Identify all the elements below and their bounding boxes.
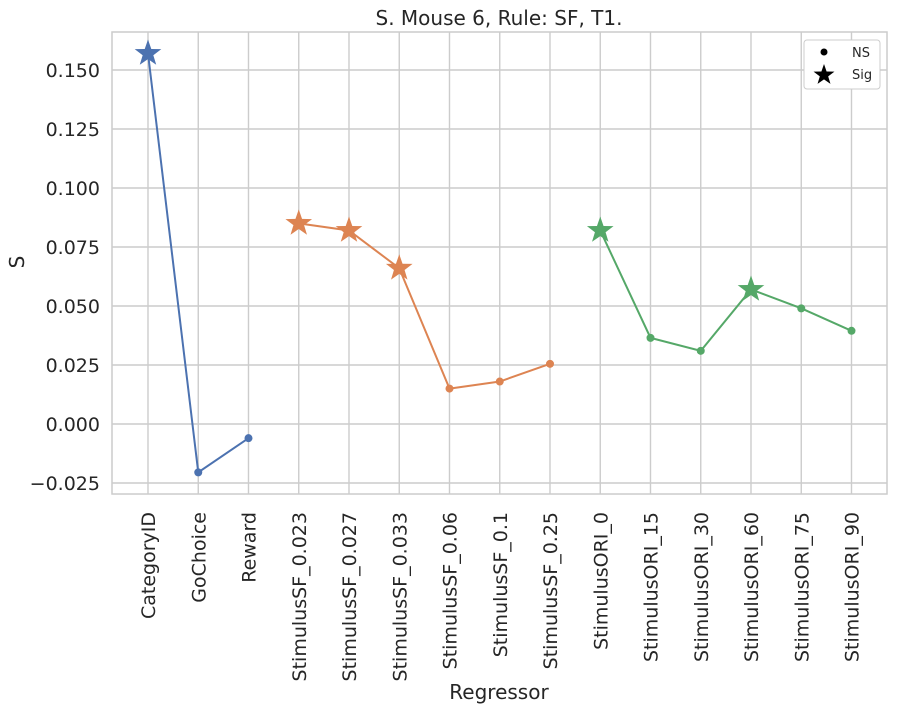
y-tick-label: −0.025 <box>30 473 100 495</box>
grid-lines <box>112 32 887 494</box>
legend-dot-icon <box>820 48 828 56</box>
ns-dot-marker <box>847 326 856 335</box>
x-axis-label: Regressor <box>449 680 549 704</box>
x-tick-label: StimulusORI_75 <box>791 512 813 662</box>
y-tick-label: 0.000 <box>46 414 100 436</box>
x-tick-label: StimulusORI_0 <box>590 512 612 650</box>
series-line <box>599 230 852 352</box>
ns-dot-marker <box>696 346 705 355</box>
ns-dot-marker <box>194 468 203 477</box>
ns-dot-marker <box>445 384 454 393</box>
sig-star-marker <box>737 275 765 301</box>
legend-star-icon <box>813 64 835 84</box>
x-tick-label: StimulusORI_30 <box>691 512 713 662</box>
ns-dot-marker <box>797 304 806 313</box>
y-axis-label: S <box>5 256 29 269</box>
x-tick-label: StimulusORI_90 <box>842 512 864 662</box>
ns-dot-marker <box>646 333 655 342</box>
series-layer <box>134 39 856 477</box>
sig-star-marker <box>285 209 313 235</box>
x-tick-label: StimulusSF_0.027 <box>339 512 361 681</box>
y-tick-label: 0.125 <box>46 119 100 141</box>
ns-dot-marker <box>546 359 554 368</box>
ns-dot-marker <box>244 434 253 443</box>
x-tick-label: GoChoice <box>188 512 210 603</box>
chart-title: S. Mouse 6, Rule: SF, T1. <box>376 6 623 30</box>
y-tick-label: 0.150 <box>46 60 100 82</box>
x-tick-label: StimulusSF_0.25 <box>540 512 562 669</box>
x-tick-label: CategoryID <box>138 512 160 619</box>
legend-label: NS <box>852 46 870 61</box>
y-tick-labels: −0.025 0.000 0.025 0.050 0.075 0.100 0.125 0.15… <box>30 60 100 495</box>
plot-frame <box>111 31 888 495</box>
y-tick-label: 0.050 <box>46 296 100 318</box>
legend-label: Sig <box>852 68 872 83</box>
y-tick-label: 0.025 <box>46 355 100 377</box>
sig-star-marker <box>586 216 614 242</box>
x-tick-label: StimulusORI_15 <box>641 512 663 662</box>
sig-star-marker <box>335 216 363 242</box>
y-tick-label: 0.100 <box>46 178 100 200</box>
legend: NS Sig <box>803 39 881 90</box>
x-tick-label: Reward <box>239 512 261 583</box>
x-tick-label: StimulusSF_0.1 <box>490 512 512 657</box>
x-tick-label: StimulusSF_0.033 <box>389 512 411 681</box>
y-tick-label: 0.075 <box>46 237 100 259</box>
x-tick-label: StimulusORI_60 <box>741 512 763 662</box>
sig-star-marker <box>134 39 162 65</box>
x-tick-label: StimulusSF_0.06 <box>440 512 462 669</box>
ns-dot-marker <box>495 377 504 386</box>
x-tick-label: StimulusSF_0.023 <box>289 512 311 681</box>
x-tick-labels: CategoryID GoChoice Reward StimulusSF_0.023… <box>138 512 864 681</box>
sig-star-marker <box>385 254 413 280</box>
